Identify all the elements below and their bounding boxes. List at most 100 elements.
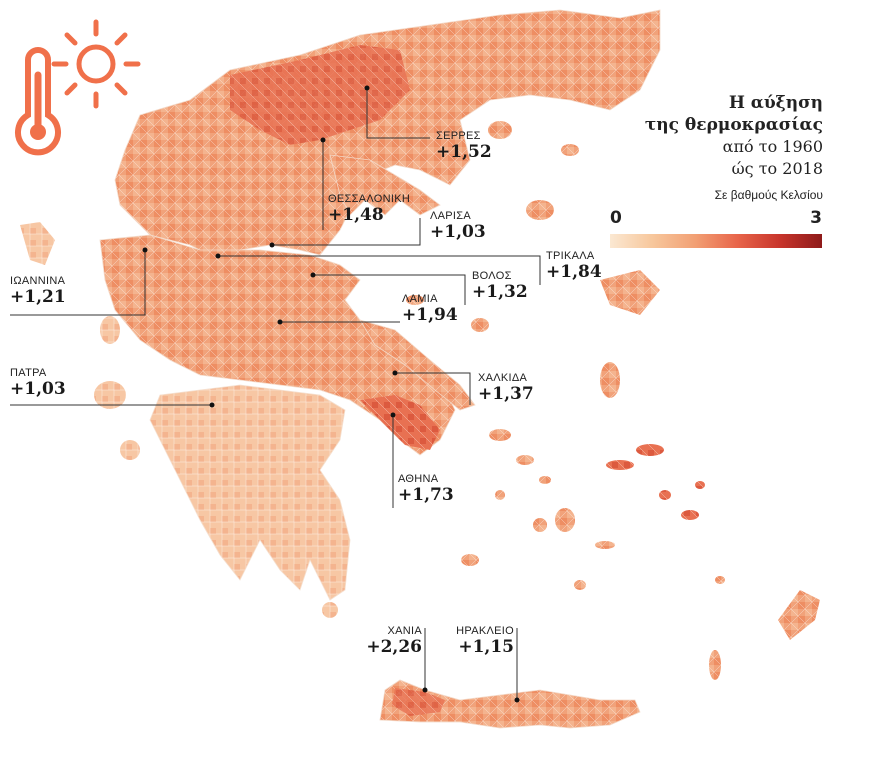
label-lamia: ΛΑΜΙΑ +1,94 <box>402 293 458 325</box>
leader-larisa <box>272 218 421 246</box>
label-ioannina: ΙΩΑΝΝΙΝΑ +1,21 <box>10 275 66 307</box>
sporades <box>406 295 424 305</box>
title-line-4: ώς το 2018 <box>731 159 823 178</box>
dot-thessaloniki <box>320 137 326 143</box>
label-larisa: ΛΑΡΙΣΑ +1,03 <box>430 210 486 242</box>
city-name: ΗΡΑΚΛΕΙΟ <box>456 625 514 637</box>
city-value: +1,37 <box>478 384 534 404</box>
dot-ioannina <box>142 247 148 253</box>
unit-label: Σε βαθμούς Κελσίου <box>714 188 823 202</box>
kalymnos <box>659 490 671 500</box>
city-value: +1,52 <box>436 142 492 162</box>
crete-west-dark <box>392 688 445 716</box>
amorgos <box>595 541 615 549</box>
city-value: +2,26 <box>366 637 422 657</box>
label-chalkida: ΧΑΛΚΙΔΑ +1,37 <box>478 372 534 404</box>
city-name: ΑΘΗΝΑ <box>398 473 439 485</box>
kefalonia <box>94 381 126 409</box>
dot-chania <box>422 687 428 693</box>
city-name: ΤΡΙΚΑΛΑ <box>546 250 595 262</box>
chios <box>600 362 620 398</box>
city-value: +1,03 <box>10 379 66 399</box>
syros <box>495 490 505 500</box>
ikaria <box>606 460 634 470</box>
label-trikala: ΤΡΙΚΑΛΑ +1,84 <box>546 250 602 282</box>
sun-icon <box>51 19 141 109</box>
limnos <box>526 200 554 220</box>
city-value: +1,94 <box>402 305 458 325</box>
legend-max: 3 <box>810 208 822 228</box>
dot-serres <box>364 85 370 91</box>
city-value: +1,73 <box>398 485 454 505</box>
evia <box>359 319 476 411</box>
andros <box>489 429 511 441</box>
title-block: Η αύξηση της θερμοκρασίας από το 1960 ώς… <box>645 92 823 206</box>
city-name: ΘΕΣΣΑΛΟΝΙΚΗ <box>328 193 411 205</box>
naxos <box>555 508 575 532</box>
label-athina: ΑΘΗΝΑ +1,73 <box>398 473 454 505</box>
leader-trikala <box>218 255 541 285</box>
dot-trikala <box>215 253 221 259</box>
skyros <box>471 318 489 332</box>
city-name: ΧΑΛΚΙΔΑ <box>478 372 528 384</box>
city-name: ΒΟΛΟΣ <box>472 270 512 282</box>
crete <box>379 679 641 729</box>
title-line-2: της θερμοκρασίας <box>644 115 823 135</box>
legend-min: 0 <box>610 208 622 228</box>
dot-chalkida <box>392 370 398 376</box>
leader-lines <box>10 85 541 703</box>
city-value: +1,84 <box>546 262 602 282</box>
karpathos <box>709 650 721 680</box>
paros <box>533 518 547 532</box>
dot-volos <box>310 272 316 278</box>
label-patra: ΠΑΤΡΑ +1,03 <box>10 367 66 399</box>
chalkidiki <box>329 154 441 216</box>
zakynthos <box>120 440 140 460</box>
leader-serres <box>366 88 430 139</box>
city-value: +1,03 <box>430 222 486 242</box>
dot-athina <box>390 412 396 418</box>
tilos <box>715 576 725 584</box>
city-value: +1,21 <box>10 287 66 307</box>
dot-irakleio <box>514 697 520 703</box>
peloponnese <box>149 384 351 601</box>
city-name: ΙΩΑΝΝΙΝΑ <box>10 275 66 287</box>
title-line-1: Η αύξηση <box>728 93 823 113</box>
thermometer-icon <box>15 47 61 156</box>
label-chania: ΧΑΝΙΑ +2,26 <box>360 625 422 657</box>
lefkada <box>100 316 120 344</box>
city-name: ΧΑΝΙΑ <box>387 625 422 637</box>
thasos <box>488 121 512 139</box>
leader-ioannina <box>10 250 146 316</box>
city-value: +1,15 <box>458 637 514 657</box>
dot-larisa <box>269 242 275 248</box>
city-value: +1,32 <box>472 282 528 302</box>
label-serres: ΣΕΡΡΕΣ +1,52 <box>436 130 492 162</box>
dot-patra <box>209 402 215 408</box>
label-volos: ΒΟΛΟΣ +1,32 <box>472 270 528 302</box>
leros <box>695 481 705 489</box>
leader-volos <box>313 274 466 305</box>
title-line-3: από το 1960 <box>722 137 823 156</box>
corfu <box>20 222 55 265</box>
rhodes <box>778 590 820 640</box>
milos <box>461 554 479 566</box>
mykonos <box>539 476 551 484</box>
dot-lamia <box>277 319 283 325</box>
tinos <box>516 455 534 465</box>
lesvos <box>600 270 660 315</box>
label-irakleio: ΗΡΑΚΛΕΙΟ +1,15 <box>450 625 514 657</box>
kos <box>681 510 699 520</box>
city-name: ΛΑΡΙΣΑ <box>430 210 472 222</box>
samos <box>636 444 664 456</box>
kythira <box>322 602 338 618</box>
city-name: ΠΑΤΡΑ <box>10 367 47 379</box>
legend-gradient <box>610 234 822 248</box>
city-name: ΣΕΡΡΕΣ <box>436 130 481 142</box>
santorini <box>574 580 586 590</box>
attica-region <box>360 395 440 450</box>
label-thessaloniki: ΘΕΣΣΑΛΟΝΙΚΗ +1,48 <box>328 193 410 225</box>
macedonia-region <box>230 45 410 145</box>
city-name: ΛΑΜΙΑ <box>402 293 438 305</box>
